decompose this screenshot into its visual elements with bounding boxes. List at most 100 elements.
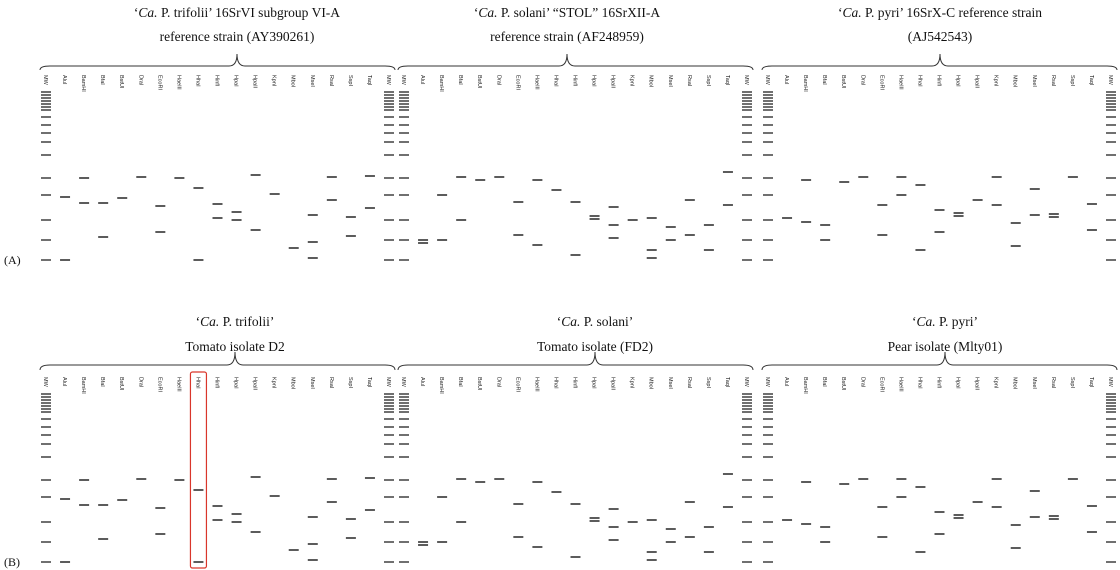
lane-label: HpaI: [955, 377, 961, 389]
lane-label: BstUI: [476, 377, 482, 391]
lane-label: TaqI: [724, 75, 730, 86]
lane-label: TaqI: [1088, 75, 1094, 86]
lane-label: HinfI: [572, 75, 578, 87]
title-italic: Ca.: [842, 5, 861, 20]
lane-label: RsaI: [328, 75, 334, 87]
lane-label: HpaII: [974, 377, 980, 391]
panel-subtitle: reference strain (AY390261): [160, 29, 315, 44]
lane-label: HhaI: [194, 377, 200, 389]
lane-label: BstUI: [840, 377, 846, 391]
highlight-box: [190, 372, 206, 568]
lane-label: MseI: [309, 75, 315, 87]
lane-label: MseI: [667, 75, 673, 87]
lane-label: DraI: [495, 75, 501, 86]
lane-label: BfaI: [821, 75, 827, 85]
lane-label: MboI: [648, 75, 654, 88]
lane-label: TaqI: [366, 377, 372, 388]
lane-label: BfaI: [99, 377, 105, 387]
lane-label: AluI: [419, 377, 425, 387]
panel-subtitle: Tomato isolate (FD2): [537, 339, 653, 354]
lane-label: MboI: [290, 75, 296, 88]
lane-label: HpaII: [252, 75, 258, 89]
lane-label: HinfI: [936, 377, 942, 389]
lane-label: HaeIII: [175, 377, 181, 392]
lane-label: EcoRI: [878, 377, 884, 392]
bracket: [40, 352, 395, 370]
lane-label: HinfI: [936, 75, 942, 87]
lane-label: SspI: [705, 75, 711, 86]
title-italic: Ca.: [561, 314, 580, 329]
lane-label: MW: [400, 75, 406, 86]
panel-subtitle: (AJ542543): [908, 29, 973, 44]
lane-label: MboI: [1012, 377, 1018, 390]
lane-label: HinfI: [214, 75, 220, 87]
bracket: [762, 54, 1117, 70]
lane-label: KpnI: [993, 75, 999, 87]
lane-label: RsaI: [686, 75, 692, 87]
lane-label: MW: [385, 75, 391, 86]
lane-label: MW: [743, 377, 749, 388]
panel-subtitle: Pear isolate (Mlty01): [888, 339, 1003, 354]
panel-subtitle: Tomato isolate D2: [185, 339, 285, 354]
lane-label: AluI: [61, 377, 67, 387]
lane-label: BstUI: [118, 75, 124, 89]
lane-label: HhaI: [552, 377, 558, 389]
lane-label: RsaI: [686, 377, 692, 389]
lane-label: MW: [42, 377, 48, 388]
lane-label: HhaI: [916, 75, 922, 87]
lane-label: MW: [1107, 377, 1113, 388]
title-italic: Ca.: [138, 5, 157, 20]
lane-label: BfaI: [457, 377, 463, 387]
lane-label: MboI: [290, 377, 296, 390]
lane-label: HpaI: [955, 75, 961, 87]
lane-label: BamHI: [80, 75, 86, 92]
lane-label: SspI: [1069, 377, 1075, 388]
lane-label: SspI: [347, 75, 353, 86]
lane-label: MseI: [1031, 377, 1037, 389]
lane-label: EcoRI: [156, 377, 162, 392]
title-rest: P. solani’ “STOL” 16SrXII-A: [498, 5, 661, 20]
bracket: [762, 352, 1117, 370]
lane-label: TaqI: [366, 75, 372, 86]
lane-label: BamHI: [438, 75, 444, 92]
lane-label: BstUI: [840, 75, 846, 89]
title-rest: P. pyri’: [936, 314, 978, 329]
panel-title: ‘Ca. P. solani’: [557, 314, 634, 329]
title-rest: P. trifolii’ 16SrVI subgroup VI-A: [158, 5, 341, 20]
lane-label: EcoRI: [514, 75, 520, 90]
lane-label: HpaI: [233, 75, 239, 87]
lane-label: HaeIII: [533, 377, 539, 392]
lane-label: DraI: [859, 377, 865, 388]
title-italic: Ca.: [478, 5, 497, 20]
lane-label: TaqI: [724, 377, 730, 388]
lane-label: BamHI: [802, 377, 808, 394]
lane-label: HinfI: [214, 377, 220, 389]
lane-label: SspI: [1069, 75, 1075, 86]
lane-label: HhaI: [552, 75, 558, 87]
lane-label: KpnI: [271, 377, 277, 389]
lane-label: HpaII: [252, 377, 258, 391]
panel-label: (A): [4, 253, 21, 267]
lane-label: DraI: [137, 75, 143, 86]
title-rest: P. trifolii’: [219, 314, 274, 329]
title-italic: Ca.: [200, 314, 219, 329]
lane-label: HpaII: [610, 75, 616, 89]
bracket: [398, 352, 753, 370]
bracket: [40, 54, 395, 70]
lane-label: HhaI: [194, 75, 200, 87]
title-rest: P. pyri’ 16SrX-C reference strain: [862, 5, 1043, 20]
lane-label: BamHI: [80, 377, 86, 394]
panel-subtitle: reference strain (AF248959): [490, 29, 644, 44]
panel-label: (B): [4, 555, 20, 569]
lane-label: HpaII: [974, 75, 980, 89]
lane-label: DraI: [137, 377, 143, 388]
lane-label: DraI: [495, 377, 501, 388]
lane-label: MboI: [648, 377, 654, 390]
lane-label: HpaII: [610, 377, 616, 391]
lane-label: KpnI: [993, 377, 999, 389]
lane-label: BfaI: [457, 75, 463, 85]
lane-label: MseI: [1031, 75, 1037, 87]
panel-title: ‘Ca. P. pyri’: [912, 314, 978, 329]
lane-label: AluI: [783, 377, 789, 387]
lane-label: MseI: [309, 377, 315, 389]
